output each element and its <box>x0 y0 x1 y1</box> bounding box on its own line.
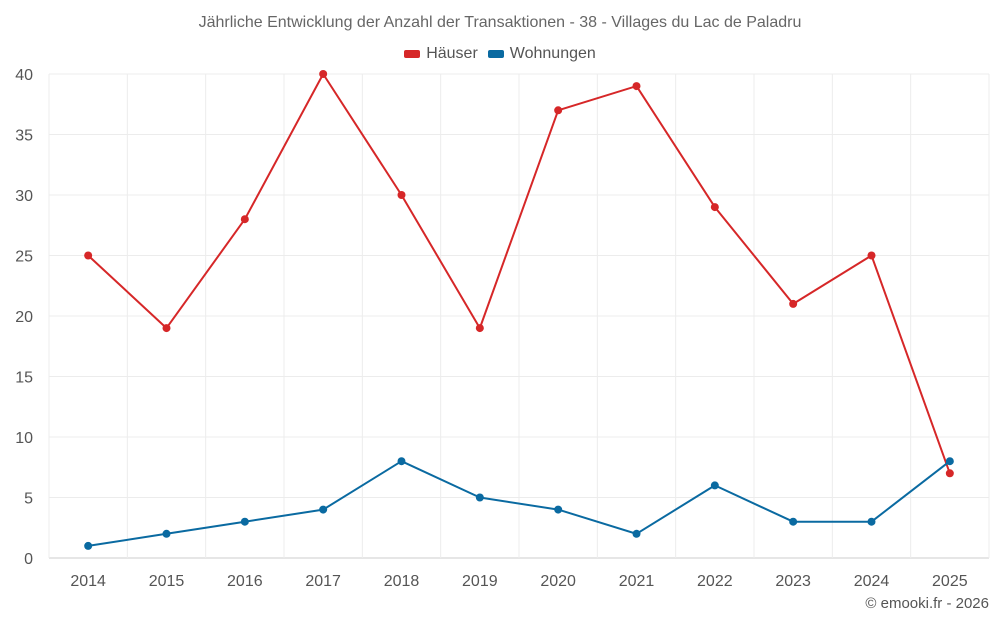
data-point-apartments <box>632 529 641 538</box>
data-point-houses <box>554 106 563 115</box>
data-point-houses <box>475 324 484 333</box>
series-line-apartments <box>88 460 951 547</box>
x-tick-label: 2021 <box>619 573 655 590</box>
x-tick-label: 2017 <box>305 573 341 590</box>
y-tick-label: 40 <box>15 67 33 84</box>
x-tick-label: 2023 <box>775 573 811 590</box>
legend: Häuser Wohnungen <box>0 45 1000 63</box>
data-point-houses <box>632 82 641 91</box>
series-line-houses <box>87 73 951 474</box>
data-point-houses <box>319 70 328 78</box>
data-point-apartments <box>475 493 484 502</box>
x-tick-label: 2022 <box>697 573 733 590</box>
copyright-credit: © emooki.fr - 2026 <box>865 595 989 612</box>
data-point-apartments <box>710 481 719 490</box>
data-point-houses <box>945 469 954 478</box>
data-point-apartments <box>397 457 406 466</box>
chart-title: Jährliche Entwicklung der Anzahl der Tra… <box>198 14 802 31</box>
legend-item-apartments[interactable]: Wohnungen <box>487 45 596 63</box>
x-tick-label: 2024 <box>854 573 890 590</box>
legend-swatch-houses <box>404 50 421 58</box>
data-point-houses <box>867 251 876 260</box>
data-point-apartments <box>84 541 93 550</box>
data-point-apartments <box>554 505 563 514</box>
x-tick-label: 2020 <box>540 573 576 590</box>
data-point-apartments <box>240 517 249 526</box>
data-point-houses <box>162 324 171 333</box>
data-point-houses <box>397 191 406 199</box>
x-tick-label: 2018 <box>384 573 420 590</box>
data-point-houses <box>710 203 719 212</box>
x-tick-label: 2015 <box>149 573 185 590</box>
legend-label-houses: Häuser <box>426 45 478 62</box>
x-tick-label: 2014 <box>70 573 106 590</box>
x-tick-label: 2016 <box>227 573 263 590</box>
legend-label-apartments: Wohnungen <box>509 45 596 62</box>
data-point-apartments <box>319 505 328 514</box>
data-point-apartments <box>162 529 171 538</box>
x-tick-label: 2025 <box>932 573 968 590</box>
data-point-houses <box>84 251 93 260</box>
y-tick-label: 5 <box>24 491 33 508</box>
y-tick-label: 25 <box>15 249 33 266</box>
y-tick-label: 20 <box>15 309 33 326</box>
x-tick-label: 2019 <box>462 573 498 590</box>
data-point-apartments <box>867 517 876 526</box>
data-point-apartments <box>789 517 798 526</box>
data-point-houses <box>789 299 798 308</box>
legend-item-houses[interactable]: Häuser <box>404 45 478 63</box>
y-tick-label: 0 <box>24 551 33 568</box>
y-tick-label: 30 <box>15 188 33 205</box>
data-point-houses <box>240 215 249 224</box>
legend-swatch-apartments <box>487 50 504 58</box>
y-tick-label: 35 <box>15 128 33 145</box>
y-tick-label: 15 <box>15 370 33 387</box>
data-point-apartments <box>945 457 954 466</box>
y-tick-label: 10 <box>15 430 33 447</box>
